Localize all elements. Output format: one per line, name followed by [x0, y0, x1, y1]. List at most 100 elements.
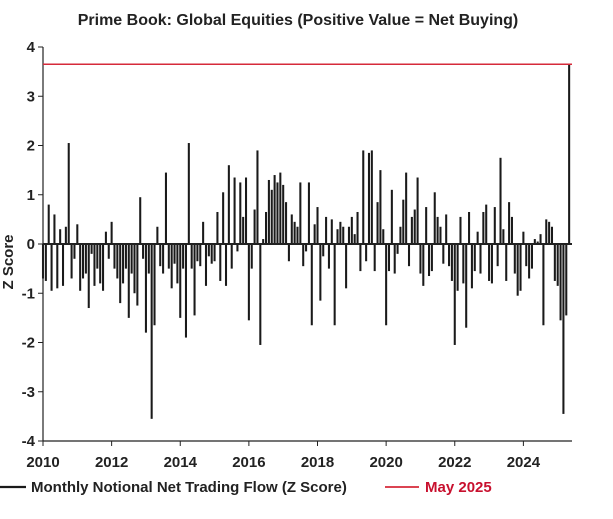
- bar: [522, 231, 525, 244]
- bar: [445, 214, 448, 244]
- y-tick-label: 0: [27, 236, 35, 253]
- bar: [236, 244, 239, 252]
- bar: [56, 244, 59, 289]
- bar: [539, 234, 542, 244]
- bar: [44, 244, 47, 281]
- x-tick-label: 2014: [164, 454, 198, 471]
- bar: [282, 184, 285, 244]
- x-tick-label: 2010: [26, 454, 59, 471]
- bar: [133, 244, 136, 294]
- bar: [393, 244, 396, 274]
- bar: [433, 192, 436, 244]
- bar: [319, 244, 322, 301]
- bar: [462, 244, 465, 284]
- x-tick-label: 2020: [369, 454, 402, 471]
- bar: [545, 219, 548, 244]
- bar: [64, 226, 67, 244]
- bar: [50, 244, 53, 291]
- bar: [184, 244, 188, 338]
- bar: [119, 244, 122, 304]
- bar: [210, 244, 213, 264]
- bar: [222, 192, 225, 244]
- bar: [179, 244, 182, 318]
- bar: [296, 226, 299, 244]
- bar: [519, 244, 522, 291]
- y-tick-label: -1: [22, 285, 35, 302]
- bar: [525, 244, 528, 267]
- bar: [84, 244, 87, 274]
- bar: [230, 244, 233, 269]
- bar: [139, 197, 142, 244]
- bar: [396, 244, 399, 254]
- bar: [299, 182, 302, 244]
- bar: [76, 224, 79, 244]
- bar: [508, 202, 511, 244]
- bar: [407, 244, 411, 267]
- bar: [127, 244, 130, 318]
- bar: [559, 244, 562, 321]
- y-tick-label: -2: [22, 335, 35, 352]
- bar: [162, 244, 165, 274]
- bar: [385, 244, 388, 326]
- bar: [502, 229, 505, 244]
- bar: [99, 244, 102, 284]
- bar: [353, 234, 356, 244]
- bar: [536, 241, 539, 244]
- bar: [287, 244, 290, 262]
- bar: [259, 244, 262, 345]
- bar: [202, 221, 205, 244]
- legend: Monthly Notional Net Trading Flow (Z Sco…: [0, 479, 492, 496]
- bar: [159, 244, 162, 267]
- bar: [568, 64, 571, 244]
- bar: [359, 244, 362, 272]
- bar: [156, 226, 159, 244]
- bar: [130, 244, 133, 274]
- bar: [270, 189, 273, 244]
- bar: [347, 226, 350, 244]
- bar: [562, 244, 565, 414]
- legend-label-reference: May 2025: [425, 479, 492, 496]
- bar: [273, 175, 276, 244]
- y-tick-label: -3: [22, 384, 35, 401]
- bar: [322, 244, 325, 257]
- bar: [107, 244, 110, 259]
- bar: [436, 216, 439, 244]
- bar: [316, 207, 319, 244]
- bar: [488, 244, 491, 281]
- bar: [365, 244, 368, 262]
- bar: [233, 177, 236, 244]
- bar: [47, 204, 50, 244]
- bar: [493, 207, 496, 244]
- bar: [290, 214, 293, 244]
- bar: [485, 204, 488, 244]
- bar: [110, 221, 113, 244]
- bar: [207, 244, 210, 257]
- bar: [305, 244, 308, 252]
- y-tick-label: 3: [27, 88, 35, 105]
- x-tick-label: 2024: [507, 454, 541, 471]
- bar: [187, 143, 190, 244]
- bar: [550, 226, 554, 244]
- bar: [342, 226, 345, 244]
- bar: [419, 244, 422, 274]
- x-axis-ticks: 2010 2012 2014 2016 2018 2020 2022 2024: [26, 441, 541, 471]
- bar: [122, 244, 125, 284]
- bar: [376, 202, 379, 244]
- y-tick-label: 1: [27, 187, 35, 204]
- bar: [510, 216, 513, 244]
- bar: [382, 229, 385, 244]
- bar: [473, 244, 476, 272]
- bar: [482, 211, 485, 244]
- bars-series: [41, 64, 571, 419]
- bar: [427, 244, 431, 277]
- x-tick-label: 2022: [438, 454, 471, 471]
- bar: [142, 244, 145, 259]
- bar: [439, 226, 442, 244]
- bar: [256, 150, 259, 244]
- bar: [499, 157, 502, 244]
- bar: [490, 244, 493, 284]
- bar: [239, 182, 242, 244]
- bar: [310, 244, 313, 326]
